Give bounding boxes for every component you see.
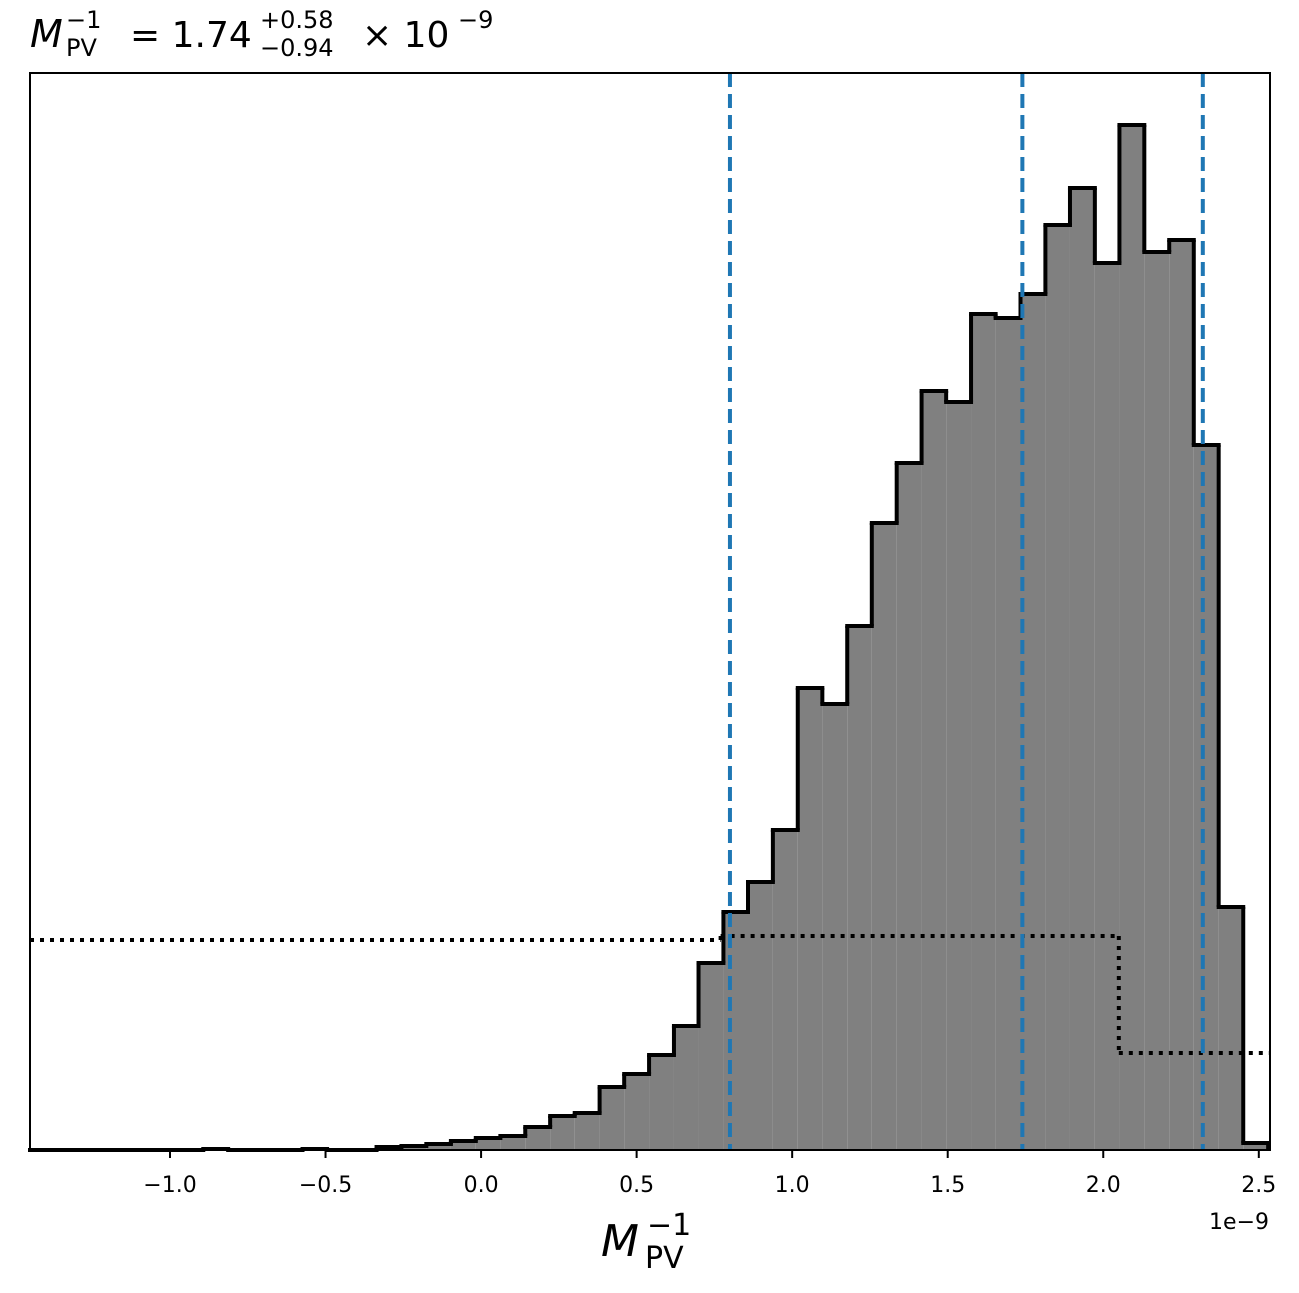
bar <box>1243 1143 1269 1150</box>
bar <box>772 830 798 1150</box>
xlabel-sup: −1 <box>647 1208 691 1243</box>
bar <box>1218 907 1244 1150</box>
x-tick-label: −0.5 <box>299 1173 352 1198</box>
x-offset-label: 1e−9 <box>1209 1210 1269 1235</box>
bar <box>797 688 823 1150</box>
title-upper: +0.58 <box>260 6 334 34</box>
bar <box>1169 240 1194 1150</box>
bar <box>450 1141 476 1150</box>
title-exp: −9 <box>458 6 493 34</box>
bar <box>1144 252 1170 1150</box>
plot-frame <box>29 72 1271 1151</box>
x-tick-label: 2.5 <box>1241 1173 1276 1198</box>
bar <box>500 1136 526 1150</box>
x-tick-label: 0.0 <box>464 1173 499 1198</box>
title-sub: PV <box>66 34 97 62</box>
bar <box>971 314 996 1150</box>
chart-title: M −1 PV = 1.74 +0.58 −0.94 × 10 −9 <box>30 6 493 62</box>
xlabel-symbol: M <box>601 1216 639 1267</box>
title-lower: −0.94 <box>260 34 334 62</box>
bar <box>426 1144 451 1150</box>
x-tick-label: 0.5 <box>619 1173 654 1198</box>
title-times: × 10 <box>362 15 449 56</box>
bar <box>723 912 748 1150</box>
title-symbol: M <box>30 12 63 56</box>
bar <box>649 1055 674 1150</box>
bar <box>1094 263 1120 1150</box>
bar <box>871 523 897 1150</box>
bar <box>1045 225 1070 1150</box>
bar <box>747 882 773 1150</box>
bar <box>921 391 947 1150</box>
xlabel-sub: PV <box>645 1241 684 1276</box>
bar <box>673 1026 699 1150</box>
x-tick-label: −1.0 <box>143 1173 196 1198</box>
bar <box>896 463 922 1150</box>
x-tick-label: 2.0 <box>1086 1173 1121 1198</box>
bar <box>1193 445 1219 1150</box>
bar <box>599 1087 625 1150</box>
bar <box>847 626 872 1150</box>
bar <box>698 963 724 1150</box>
bar <box>1020 294 1046 1150</box>
title-sup: −1 <box>66 6 101 34</box>
bar <box>475 1138 501 1150</box>
bar <box>624 1074 650 1150</box>
bar <box>822 704 848 1150</box>
x-tick-label: 1.5 <box>930 1173 965 1198</box>
bar <box>995 318 1021 1150</box>
x-tick-label: 1.0 <box>775 1173 810 1198</box>
bar <box>1119 125 1145 1150</box>
bar <box>1069 188 1095 1150</box>
bar <box>574 1113 600 1150</box>
bar <box>525 1127 551 1150</box>
bar <box>550 1116 575 1150</box>
bar <box>946 402 972 1150</box>
x-axis-label: M −1 PV <box>601 1208 691 1276</box>
title-value: = 1.74 <box>130 15 252 56</box>
